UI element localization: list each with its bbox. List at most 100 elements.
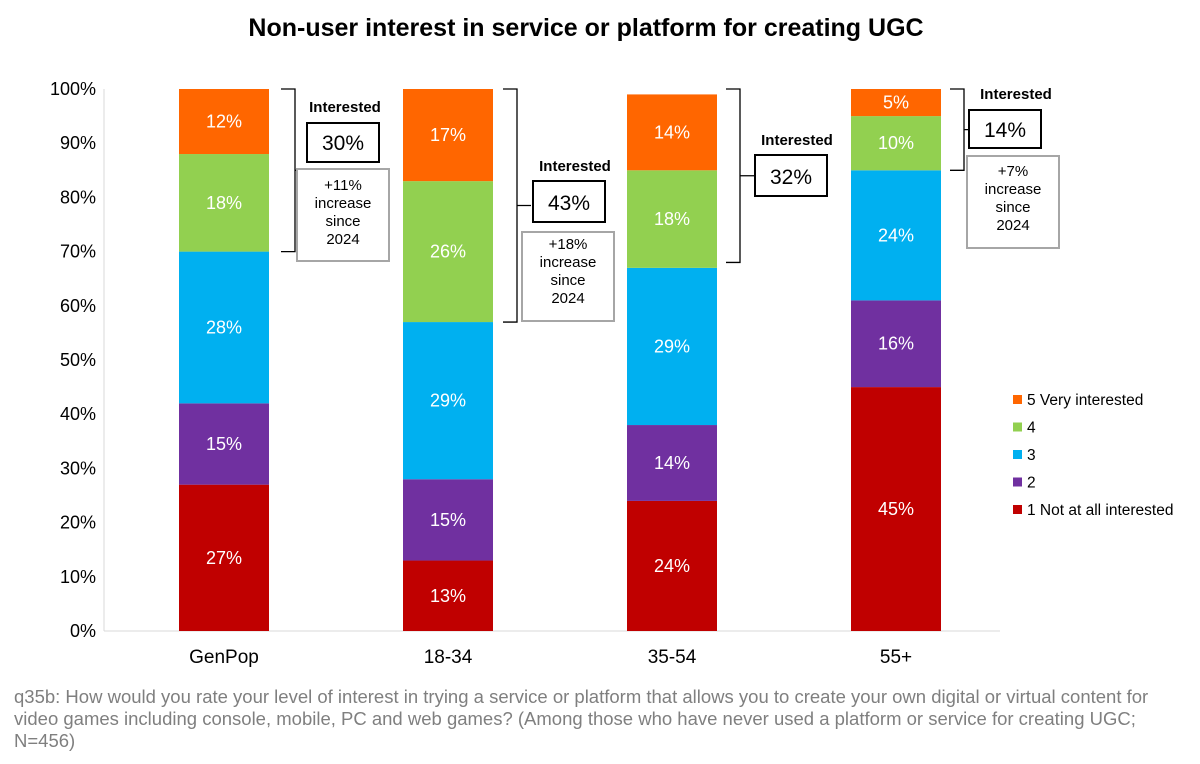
legend-label: 5 Very interested	[1027, 392, 1143, 409]
bar-segment	[627, 94, 717, 171]
bar-segment	[851, 170, 941, 301]
bar-segment	[627, 170, 717, 268]
bar-segment	[403, 322, 493, 480]
increase-line: increase	[315, 195, 372, 212]
legend-label: 1 Not at all interested	[1027, 502, 1173, 519]
data-label: 15%	[206, 434, 242, 454]
increase-text: +11% increase since 2024	[315, 177, 372, 248]
x-tick-label: 18-34	[424, 647, 473, 668]
legend-swatch	[1013, 395, 1022, 404]
x-tick-label: GenPop	[189, 647, 259, 668]
increase-line: since	[550, 272, 585, 289]
increase-line: 2024	[326, 231, 359, 248]
x-tick-label: 55+	[880, 647, 912, 668]
legend-label: 2	[1027, 475, 1036, 492]
footnote: q35b: How would you rate your level of i…	[14, 686, 1149, 751]
bar-segment	[179, 89, 269, 155]
legend-label: 4	[1027, 420, 1036, 437]
interested-title: Interested	[309, 99, 381, 116]
interested-value-box	[968, 109, 1042, 149]
bar-segment	[627, 267, 717, 426]
x-axis: GenPop 18-34 35-54 55+	[189, 647, 912, 668]
bar-segment	[403, 479, 493, 561]
increase-line: increase	[540, 254, 597, 271]
legend-swatch	[1013, 450, 1022, 459]
y-tick-label: 30%	[60, 458, 96, 478]
increase-line: since	[325, 213, 360, 230]
bar-segment	[179, 484, 269, 631]
y-tick-label: 50%	[60, 350, 96, 370]
bar-segment	[179, 251, 269, 404]
interested-title: Interested	[539, 158, 611, 175]
y-tick-label: 40%	[60, 404, 96, 424]
y-tick-label: 100%	[50, 79, 96, 99]
legend-label: 3	[1027, 447, 1036, 464]
legend-swatch	[1013, 477, 1022, 487]
bar-segment	[851, 300, 941, 388]
y-tick-label: 10%	[60, 567, 96, 587]
data-label: 13%	[430, 586, 466, 606]
interested-bracket	[503, 88, 531, 323]
increase-box	[521, 231, 615, 322]
data-label: 14%	[654, 122, 690, 142]
bar-segment	[403, 89, 493, 182]
data-label: 16%	[878, 334, 914, 354]
bar-segment	[403, 181, 493, 323]
interested-title: Interested	[980, 86, 1052, 103]
data-label: 15%	[430, 510, 466, 530]
interested-value: 32%	[770, 166, 812, 189]
data-label: 10%	[878, 133, 914, 153]
data-label: 45%	[878, 499, 914, 519]
increase-line: since	[995, 199, 1030, 216]
data-label: 12%	[206, 112, 242, 132]
increase-line: +7%	[998, 163, 1028, 180]
increase-box	[966, 155, 1060, 249]
data-label: 5%	[883, 93, 909, 113]
chart-title: Non-user interest in service or platform…	[248, 14, 924, 42]
interested-value-box	[754, 154, 828, 197]
increase-text: +7% increase since 2024	[985, 163, 1042, 234]
increase-line: +11%	[324, 177, 362, 194]
y-tick-label: 20%	[60, 513, 96, 533]
data-label: 24%	[654, 556, 690, 576]
data-label: 18%	[654, 209, 690, 229]
increase-text: +18% increase since 2024	[540, 236, 597, 307]
increase-line: +18%	[549, 236, 588, 253]
legend-swatch	[1013, 422, 1022, 432]
data-label: 27%	[206, 548, 242, 568]
interested-title: Interested	[761, 132, 833, 149]
data-label: 28%	[206, 317, 242, 337]
y-tick-label: 60%	[60, 296, 96, 316]
y-tick-label: 70%	[60, 242, 96, 262]
data-label: 24%	[878, 225, 914, 245]
bar-segment	[851, 89, 941, 117]
interested-value-box	[306, 122, 380, 163]
interested-value: 14%	[984, 119, 1026, 142]
interested-value: 43%	[548, 192, 590, 215]
legend-swatch	[1013, 505, 1022, 514]
increase-box	[296, 168, 390, 262]
y-tick-label: 0%	[70, 621, 96, 641]
bars: 27% 15% 28% 18% 12% 13% 15% 29% 26% 17% 24% 14% 29% 1…	[179, 89, 941, 631]
interested-value: 30%	[322, 132, 364, 155]
data-label: 17%	[430, 125, 466, 145]
interested-value-box	[532, 180, 606, 223]
x-tick-label: 35-54	[648, 647, 697, 668]
bar-segment	[403, 560, 493, 631]
increase-line: 2024	[996, 217, 1029, 234]
data-label: 14%	[654, 453, 690, 473]
bar-segment	[851, 387, 941, 631]
y-tick-label: 80%	[60, 187, 96, 207]
legend: 5 Very interested 4 3 2 1 Not at all interes…	[1013, 392, 1173, 519]
y-tick-label: 90%	[60, 133, 96, 153]
increase-line: increase	[985, 181, 1042, 198]
bar-segment	[627, 500, 717, 631]
interested-bracket	[726, 88, 754, 264]
data-label: 26%	[430, 242, 466, 262]
bar-segment	[179, 154, 269, 252]
data-label: 29%	[654, 336, 690, 356]
y-axis: 0% 10% 20% 30% 40% 50% 60% 70% 80% 90% 100%	[50, 79, 1000, 641]
increase-line: 2024	[551, 290, 584, 307]
